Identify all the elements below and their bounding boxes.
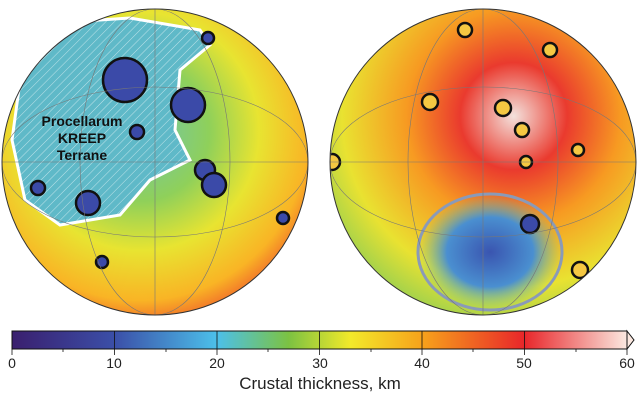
colorbar-tick: 10 — [106, 355, 122, 371]
colorbar-tick: 20 — [209, 355, 225, 371]
nearside-map: Procellarum KREEP Terrane — [1, 8, 309, 316]
colorbar-tick: 40 — [414, 355, 430, 371]
impact-basins-farside — [330, 21, 590, 280]
colorbar-tick: 60 — [619, 355, 635, 371]
terrane-label: Procellarum KREEP Terrane — [42, 113, 123, 163]
colorbar-tick: 30 — [312, 355, 328, 371]
south-pole-aitken-basin — [416, 192, 564, 312]
colorbar-tick: 50 — [516, 355, 532, 371]
farside-map — [329, 8, 637, 316]
colorbar-tick: 0 — [8, 355, 16, 371]
colorbar — [11, 329, 635, 355]
colorbar-label: Crustal thickness, km — [239, 374, 401, 393]
